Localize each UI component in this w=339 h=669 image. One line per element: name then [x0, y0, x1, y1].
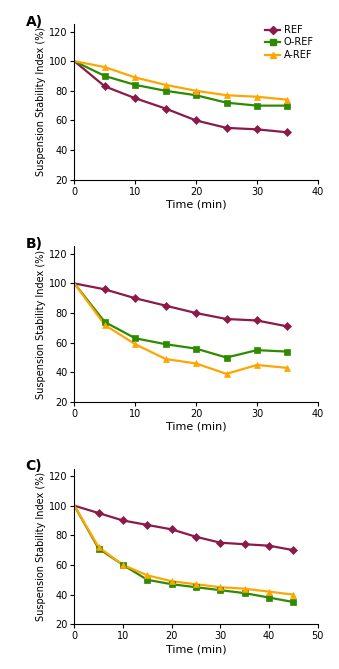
O-REF [285, 102, 290, 110]
X-axis label: Time (min): Time (min) [166, 644, 226, 654]
A-REF [224, 91, 228, 99]
Line: A-REF: A-REF [102, 64, 290, 102]
Y-axis label: Suspension Stability Index (%): Suspension Stability Index (%) [36, 250, 46, 399]
Legend: REF, O-REF, A-REF: REF, O-REF, A-REF [262, 21, 318, 64]
REF [164, 104, 168, 112]
A-REF [194, 87, 198, 95]
REF [224, 124, 228, 132]
O-REF [255, 102, 259, 110]
REF [194, 116, 198, 124]
X-axis label: Time (min): Time (min) [166, 199, 226, 209]
A-REF [164, 81, 168, 89]
O-REF [224, 98, 228, 106]
O-REF [103, 72, 107, 80]
O-REF [133, 81, 137, 89]
A-REF [103, 63, 107, 71]
X-axis label: Time (min): Time (min) [166, 421, 226, 432]
Y-axis label: Suspension Stability Index (%): Suspension Stability Index (%) [36, 27, 46, 177]
A-REF [255, 93, 259, 101]
Y-axis label: Suspension Stability Index (%): Suspension Stability Index (%) [36, 472, 46, 621]
A-REF [133, 74, 137, 82]
Text: C): C) [26, 460, 42, 473]
Text: B): B) [26, 237, 43, 251]
O-REF [164, 87, 168, 95]
REF [285, 128, 290, 136]
Line: REF: REF [102, 84, 290, 135]
REF [133, 94, 137, 102]
REF [255, 125, 259, 133]
O-REF [194, 91, 198, 99]
Line: O-REF: O-REF [102, 73, 290, 108]
Text: A): A) [26, 15, 43, 29]
A-REF [285, 96, 290, 104]
REF [103, 82, 107, 90]
